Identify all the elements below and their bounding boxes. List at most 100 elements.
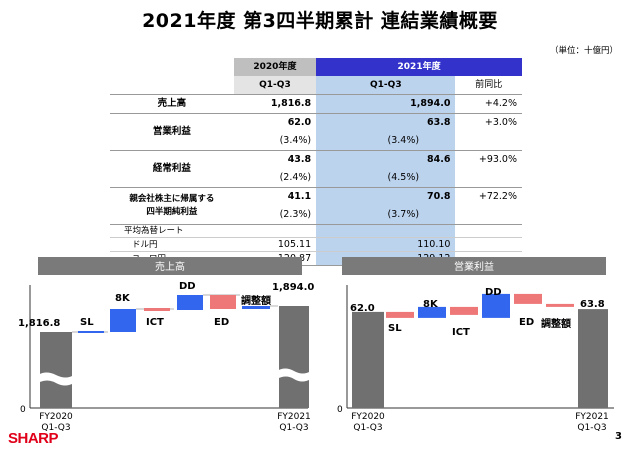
fx-label: ドル円 [110, 237, 234, 252]
fx-cur: 110.10 [316, 237, 456, 252]
prev-value: 41.1 [233, 187, 317, 206]
prev-pct: (2.4%) [279, 172, 312, 183]
op-x-start-1: FY2020 [351, 412, 385, 422]
results-table: 2020年度 2021年度 Q1-Q3 Q1-Q3 前同比 売上高 1,816.… [110, 58, 522, 266]
cur-value: 70.8 [316, 187, 456, 206]
sales-label-8k: 8K [115, 293, 131, 304]
sales-bar-adjust [242, 306, 270, 309]
table-row-pct: (3.4%) (3.4%) [110, 132, 522, 151]
sales-chart-header [38, 257, 302, 275]
op-bar-8k [418, 306, 446, 318]
sales-axis-break-end [277, 368, 311, 382]
sales-x-start-1: FY2020 [39, 412, 73, 422]
subheader-yoy: 前同比 [475, 80, 503, 90]
fx-row: ドル円 105.11 110.10 [110, 237, 522, 252]
fx-title: 平均為替レート [110, 224, 234, 238]
cur-value: 1,894.0 [316, 94, 456, 114]
op-label-8k: 8K [423, 299, 439, 310]
table-header-row: 2020年度 2021年度 [110, 58, 522, 76]
sales-bar-dd [177, 295, 203, 310]
unit-note: （単位：十億円） [549, 46, 618, 56]
op-x-end-1: FY2021 [575, 412, 609, 422]
sales-bar-8k [110, 309, 136, 332]
subheader-cur: Q1-Q3 [316, 76, 456, 95]
cur-value: 84.6 [316, 150, 456, 169]
sales-axis-zero: 0 [20, 405, 26, 415]
row-label-line1: 親会社株主に帰属する [129, 194, 215, 204]
op-chart-title: 営業利益 [454, 260, 494, 273]
op-x-start-2: Q1-Q3 [353, 423, 382, 433]
row-label: 売上高 [110, 94, 234, 114]
sales-label-fy2021: 1,894.0 [272, 282, 314, 293]
sales-label-ict: ICT [146, 317, 164, 328]
sales-label-dd: DD [179, 281, 196, 292]
op-bars [352, 293, 608, 408]
op-label-ict: ICT [452, 327, 470, 338]
sales-waterfall-chart: 売上高 0 1,816.8 SL 8K ICT DD ED 調整額 1,894.… [18, 257, 314, 433]
sales-bar-fy2021 [279, 306, 309, 408]
op-label-adjust: 調整額 [541, 317, 571, 330]
sales-chart-title: 売上高 [155, 260, 185, 273]
op-label-ed: ED [519, 317, 534, 328]
row-label: 営業利益 [110, 113, 234, 151]
sales-label-sl: SL [80, 317, 94, 328]
table-row: 経常利益 43.8 84.6 +93.0% [110, 150, 522, 188]
row-label: 親会社株主に帰属する 四半期純利益 [110, 187, 234, 225]
op-x-end-2: Q1-Q3 [577, 423, 606, 433]
fx-prev: 105.11 [233, 237, 317, 252]
yoy-value: +72.2% [455, 187, 522, 206]
sales-x-end-2: Q1-Q3 [279, 423, 308, 433]
op-chart-header [342, 257, 606, 275]
prev-value: 43.8 [233, 150, 317, 169]
op-bar-adjust [546, 303, 574, 307]
sales-bar-ict [144, 308, 170, 311]
sales-label-ed: ED [214, 317, 229, 328]
cur-value: 63.8 [316, 113, 456, 132]
table-row-pct: (2.3%) (3.7%) [110, 206, 522, 225]
op-bar-dd [482, 293, 510, 318]
op-profit-waterfall-chart: 営業利益 0 62.0 SL 8K ICT DD ED 調整額 63.8 FY2… [337, 257, 614, 433]
row-label-line2: 四半期純利益 [146, 207, 198, 217]
sales-bar-fy2020 [40, 332, 72, 408]
table-row: 親会社株主に帰属する 四半期純利益 41.1 70.8 +72.2% [110, 187, 522, 225]
table-subheader-row: Q1-Q3 Q1-Q3 前同比 [110, 76, 522, 95]
op-bar-fy2020 [352, 311, 384, 408]
sales-x-start-2: Q1-Q3 [41, 423, 70, 433]
sales-bar-sl [78, 331, 104, 333]
op-bar-sl [386, 311, 414, 318]
op-label-fy2021: 63.8 [580, 299, 605, 310]
op-bar-fy2021 [578, 309, 608, 408]
sharp-logo: SHARP [8, 430, 59, 447]
fx-title-row: 平均為替レート [110, 224, 522, 238]
yoy-value: +4.2% [455, 94, 522, 114]
subheader-prev: Q1-Q3 [233, 76, 317, 95]
sales-label-fy2020: 1,816.8 [18, 318, 60, 329]
yoy-value: +3.0% [455, 113, 522, 132]
op-label-dd: DD [485, 287, 502, 298]
sales-axis-break-start [38, 372, 74, 386]
op-label-sl: SL [388, 323, 402, 334]
prev-pct: (3.4%) [279, 135, 312, 146]
prev-value: 1,816.8 [233, 94, 317, 114]
table-row-pct: (2.4%) (4.5%) [110, 169, 522, 188]
header-fy2020: 2020年度 [233, 58, 317, 76]
op-label-fy2020: 62.0 [350, 303, 375, 314]
sales-bar-ed [210, 295, 236, 309]
row-label: 経常利益 [110, 150, 234, 188]
prev-value: 62.0 [233, 113, 317, 132]
page-title: 2021年度 第3四半期累計 連結業績概要 [142, 10, 498, 32]
cur-pct: (3.4%) [316, 132, 456, 151]
op-bar-ed [514, 293, 542, 304]
table-row: 売上高 1,816.8 1,894.0 +4.2% [110, 94, 522, 114]
cur-pct: (4.5%) [316, 169, 456, 188]
sales-x-end-1: FY2021 [277, 412, 311, 422]
prev-pct: (2.3%) [279, 209, 312, 220]
op-bar-ict [450, 306, 478, 315]
page-number: 3 [615, 431, 622, 442]
header-fy2021: 2021年度 [316, 58, 522, 76]
op-axis-zero: 0 [337, 405, 343, 415]
sales-label-adjust: 調整額 [241, 294, 271, 307]
cur-pct: (3.7%) [316, 206, 456, 225]
table-row: 営業利益 62.0 63.8 +3.0% [110, 113, 522, 151]
yoy-value: +93.0% [455, 150, 522, 169]
